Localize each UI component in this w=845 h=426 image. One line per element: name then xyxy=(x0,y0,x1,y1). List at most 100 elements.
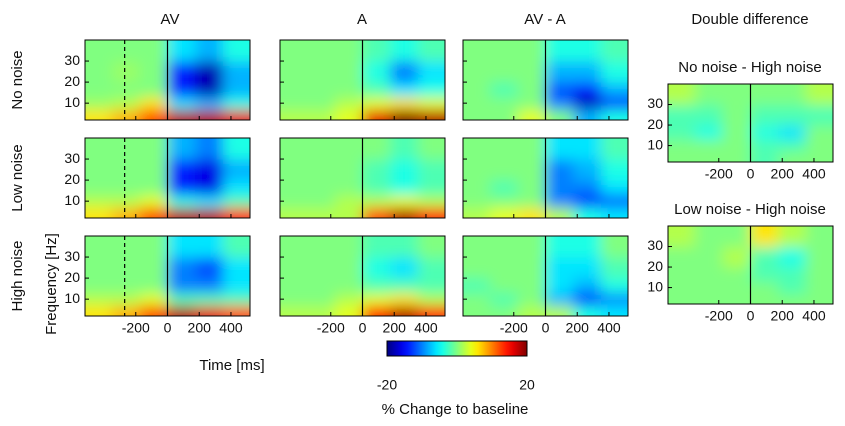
heatmap-cell xyxy=(489,207,519,218)
heatmap-cell xyxy=(722,267,751,282)
heatmap-cell xyxy=(390,159,419,181)
heatmap-cell xyxy=(668,125,696,140)
heatmap-cell xyxy=(362,159,391,181)
heatmap-cell xyxy=(517,278,546,294)
heatmap-cell xyxy=(280,138,308,160)
heatmap-cell xyxy=(111,278,141,294)
y-axis-label: Frequency [Hz] xyxy=(43,233,60,335)
heatmap-cell xyxy=(306,278,336,294)
column-title: AV xyxy=(161,11,180,28)
heatmap-cell xyxy=(362,180,391,196)
heatmap-cell xyxy=(334,257,363,279)
heatmap-cell xyxy=(306,109,336,120)
heatmap-cell xyxy=(463,61,491,83)
heatmap-cell xyxy=(806,267,833,282)
heatmap-cell xyxy=(85,292,113,306)
heatmap-cell xyxy=(223,292,250,306)
heatmap-cell xyxy=(280,82,308,98)
x-tick-label: 0 xyxy=(542,320,550,336)
heatmap-cell xyxy=(573,207,602,218)
heatmap-cell xyxy=(694,104,724,126)
colorbar-tick-label: -20 xyxy=(377,377,397,393)
heatmap-cell xyxy=(517,305,546,316)
heatmap-cell xyxy=(573,40,602,62)
heatmap-cell xyxy=(85,96,113,110)
heatmap-cell xyxy=(139,236,168,258)
heatmap-cell xyxy=(280,180,308,196)
heatmap-cell xyxy=(601,61,628,83)
heatmap-cell xyxy=(167,236,196,258)
heatmap-cell xyxy=(334,278,363,294)
dd-panel-title: Low noise - High noise xyxy=(674,201,826,218)
heatmap-cell xyxy=(280,292,308,306)
heatmap-cell xyxy=(85,305,113,316)
heatmap-cell xyxy=(694,267,724,282)
heatmap-cell xyxy=(390,180,419,196)
heatmap-panel xyxy=(668,226,833,304)
heatmap-cell xyxy=(668,84,696,106)
heatmap-cell xyxy=(545,61,574,83)
heatmap-cell xyxy=(362,109,391,120)
heatmap-cell xyxy=(167,257,196,279)
heatmap-cell xyxy=(362,292,391,306)
heatmap-cell xyxy=(778,151,807,162)
heatmap-cell xyxy=(85,180,113,196)
heatmap-cell xyxy=(390,40,419,62)
heatmap-cell xyxy=(418,207,445,218)
heatmap-cell xyxy=(545,305,574,316)
heatmap-cell xyxy=(517,207,546,218)
heatmap-cell xyxy=(223,40,250,62)
heatmap-cells xyxy=(85,40,250,120)
heatmap-cell xyxy=(111,207,141,218)
heatmap-cell xyxy=(601,180,628,196)
heatmap-cell xyxy=(223,180,250,196)
colorbar-tick-label: 20 xyxy=(519,377,535,393)
heatmap-cell xyxy=(111,82,141,98)
heatmap-cells xyxy=(85,236,250,316)
heatmap-cell xyxy=(573,96,602,110)
heatmap-cell xyxy=(139,278,168,294)
heatmap-cell xyxy=(390,207,419,218)
heatmap-cell xyxy=(463,138,491,160)
dd-panel-title: No noise - High noise xyxy=(678,59,821,76)
x-tick-label: 400 xyxy=(414,320,438,336)
heatmap-cell xyxy=(306,257,336,279)
heatmap-cell xyxy=(167,194,196,208)
heatmap-cell xyxy=(418,40,445,62)
heatmap-cell xyxy=(139,159,168,181)
heatmap-cell xyxy=(390,109,419,120)
heatmap-cell xyxy=(750,226,779,248)
heatmap-cell xyxy=(195,109,224,120)
heatmap-cell xyxy=(463,257,491,279)
heatmap-cell xyxy=(778,125,807,140)
x-tick-label: 0 xyxy=(747,308,755,324)
heatmap-cell xyxy=(139,109,168,120)
heatmap-cell xyxy=(601,257,628,279)
y-tick-label: 10 xyxy=(647,278,663,294)
heatmap-cell xyxy=(489,180,519,196)
heatmap-cell xyxy=(573,109,602,120)
heatmap-cell xyxy=(778,293,807,304)
heatmap-cell xyxy=(668,104,696,126)
heatmap-cell xyxy=(223,82,250,98)
heatmap-cell xyxy=(489,138,519,160)
heatmap-cell xyxy=(601,109,628,120)
heatmap-cell xyxy=(694,281,724,295)
x-tick-label: 400 xyxy=(597,320,621,336)
heatmap-cell xyxy=(573,82,602,98)
dd-title: Double difference xyxy=(691,11,808,28)
heatmap-cell xyxy=(722,246,751,268)
heatmap-cell xyxy=(778,84,807,106)
heatmap-cell xyxy=(517,82,546,98)
heatmap-cell xyxy=(489,40,519,62)
heatmap-cell xyxy=(139,257,168,279)
heatmap-cell xyxy=(280,109,308,120)
heatmap-cell xyxy=(778,246,807,268)
heatmap-cell xyxy=(306,194,336,208)
heatmap-cell xyxy=(167,61,196,83)
heatmap-cell xyxy=(390,61,419,83)
heatmap-cell xyxy=(111,257,141,279)
heatmap-cell xyxy=(306,96,336,110)
heatmap-cell xyxy=(694,139,724,153)
